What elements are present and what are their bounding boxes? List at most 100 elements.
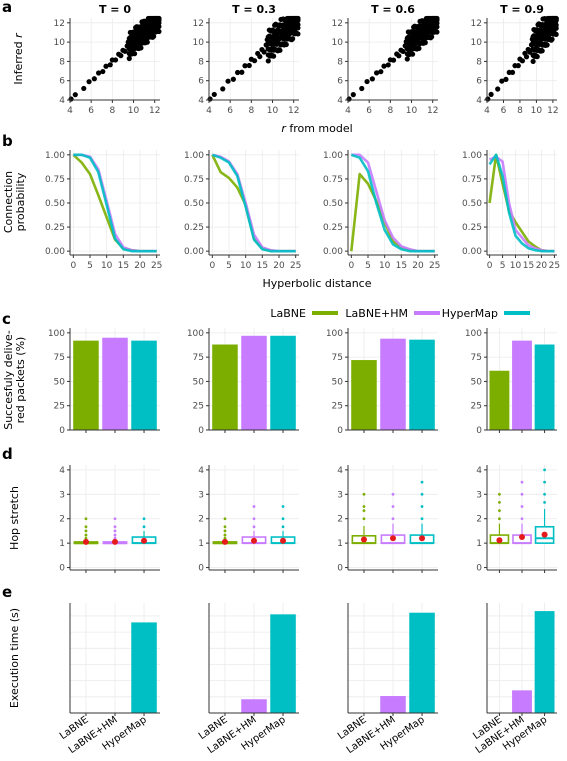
b-3-xtick-label-0: 0 [487,261,493,271]
a-cloud-point-1-125 [280,29,286,36]
a-point-3-3 [499,78,505,84]
a-point-3-12 [523,54,530,60]
a-cloud-point-1-127 [266,40,272,47]
a-cloud-point-2-131 [408,35,415,41]
b-2-xtick-label-0: 0 [348,261,354,271]
a-cloud-point-0-126 [149,34,156,40]
a-cloud-point-0-130 [153,29,159,35]
a-cloud-point-1-126 [288,37,295,43]
d-outlier-0-0-3 [84,525,88,529]
panel-letter-e: e [2,583,12,601]
a-cloud-point-3-109 [532,53,538,59]
d-outlier-1-2-2 [281,505,285,508]
a-point-0-4 [91,76,97,82]
d-outlier-3-1-0 [520,517,524,521]
c-2-ytick-label-1: 25 [332,402,343,412]
b-1-xtick-label-1: 5 [226,261,232,271]
legend-label-2: HyperMap [442,307,498,320]
d-mean-3-2 [541,531,548,538]
c-facet-0: 0 25 50 75 100 [48,328,160,436]
d-outlier-0-2-1 [142,517,146,521]
d-2-ytick-label-2: 2 [337,515,343,525]
d-outlier-0-0-1 [84,533,88,537]
d-outlier-3-0-1 [498,509,501,513]
a-cloud-point-0-119 [152,23,158,30]
d-outlier-3-1-3 [520,480,524,484]
a-point-1-10 [251,58,258,64]
d-outlier-0-1-1 [113,533,117,537]
d-outlier-0-0-4 [84,517,88,521]
a-cloud-point-2-109 [406,51,413,58]
c-ylabel-1: red packets (%) [14,337,27,424]
a-cloud-point-0-124 [133,25,139,31]
a-3-xtick-label-2: 8 [517,106,523,116]
b-1-ytick-label-3: 0.75 [184,175,204,185]
d-outlier-3-2-0 [543,500,546,504]
a-0-xtick-label-2: 8 [109,106,115,116]
d-1-ytick-label-0: 0 [198,564,204,574]
d-outlier-3-0-3 [498,492,501,496]
a-cloud-point-3-136 [542,36,549,42]
e-bar-1-hypermap [270,614,296,713]
c-bar-2-labne-hm [380,338,406,430]
c-2-ytick-label-2: 50 [332,377,344,387]
c-1-ytick-label-2: 50 [193,377,205,387]
a-cloud-point-3-130 [551,31,557,37]
a-point-3-10 [519,58,526,64]
b-2-xtick-label-3: 15 [396,261,407,271]
b-1-ytick-label-2: 0.50 [184,199,204,209]
a-cloud-point-3-0 [530,58,536,65]
b-1-ytick-label-4: 1.00 [184,151,204,161]
a-cloud-point-2-136 [420,35,426,41]
d-2-ytick-label-0: 0 [337,564,343,574]
a-point-2-8 [385,62,391,68]
d-outlier-1-0-2 [223,529,227,533]
d-ylabel-0: Hop stretch [8,486,21,550]
d-mean-3-1 [519,534,525,541]
d-0-ytick-label-0: 0 [59,564,65,574]
c-1-ytick-label-0: 0 [198,426,204,436]
a-point-2-0 [346,96,352,102]
a-point-1-5 [234,69,241,76]
c-facet-2: 0 25 50 75 100 [326,328,438,436]
a-ylabel-r: r [12,32,25,38]
a-point-2-7 [381,63,387,69]
legend-label-1: LaBNE+HM [345,307,408,320]
a-point-2-4 [369,76,375,82]
a-cloud-point-3-123 [552,18,558,25]
b-3-ytick-label-1: 0.25 [462,223,482,233]
d-2-ytick-label-4: 4 [337,466,343,476]
a-point-3-14 [527,49,533,55]
panel-letter-c: c [2,310,11,328]
c-ylabel-0: Succesfuly delive- [2,330,15,430]
a-1-ytick-label-2: 8 [198,57,204,67]
d-outlier-1-2-0 [281,525,285,529]
a-2-xtick-label-0: 4 [345,106,351,116]
b-0-ytick-label-3: 0.75 [45,175,65,185]
a-3-ytick-label-1: 6 [476,77,482,87]
a-1-xtick-label-2: 8 [248,106,254,116]
a-2-ytick-label-0: 4 [337,96,343,106]
d-outlier-0-0-0 [84,536,88,540]
d-outlier-0-1-2 [113,529,117,533]
a-cloud-point-2-135 [412,30,418,36]
a-cloud-point-1-116 [265,34,271,40]
a-cloud-point-1-0 [265,58,271,64]
a-cloud-point-0-137 [151,15,157,22]
a-cloud-point-3-139 [538,22,544,29]
c-0-ytick-label-2: 50 [54,377,66,387]
b-0-xtick-label-0: 0 [70,261,76,271]
a-point-0-6 [100,68,106,75]
c-bar-2-labne [351,360,377,430]
a-point-1-1 [211,91,217,98]
c-bar-0-hypermap [131,340,157,430]
d-mean-0-0 [82,538,89,545]
b-1-ytick-label-0: 0.00 [184,247,204,257]
b-3-ytick-label-0: 0.00 [462,247,482,257]
a-point-3-4 [503,76,509,82]
b-0-xtick-label-5: 25 [151,261,162,271]
d-mean-2-0 [360,536,367,543]
